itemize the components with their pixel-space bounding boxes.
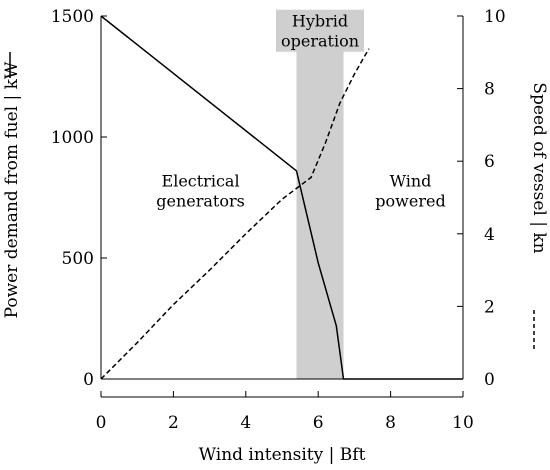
x-tick-label: 6 (313, 413, 324, 433)
y-left-tick-label: 1000 (51, 128, 94, 148)
y-right-tick-label: 10 (484, 7, 506, 27)
annotation-hybrid-line: Hybrid (292, 12, 348, 31)
y-right-tick-label: 8 (484, 80, 495, 100)
annotation-wind-line: Wind (390, 171, 432, 190)
annotation-wind-line: powered (375, 191, 445, 210)
hybrid-operation-region (296, 16, 344, 379)
y-left-axis-title: Power demand from fuel | kW (2, 61, 22, 318)
x-axis-title: Wind intensity | Bft (199, 445, 366, 465)
y-right-tick-label: 4 (484, 225, 495, 245)
y-right-axis-title: Speed of vessel | kn (529, 82, 549, 253)
y-left-tick-label: 0 (83, 370, 94, 390)
annotation-hybrid-line: operation (281, 32, 359, 51)
y-left-tick-label: 500 (62, 249, 94, 269)
x-tick-label: 8 (385, 413, 396, 433)
x-tick-label: 0 (96, 413, 107, 433)
x-tick-label: 10 (452, 413, 474, 433)
y-left-tick-label: 1500 (51, 7, 94, 27)
annotation-electrical-line: Electrical (162, 171, 240, 190)
x-tick-label: 2 (168, 413, 179, 433)
annotation-electrical-line: generators (156, 191, 245, 210)
hybrid-label-box (276, 9, 365, 52)
y-right-tick-label: 6 (484, 152, 495, 172)
x-tick-label: 4 (240, 413, 251, 433)
y-right-tick-label: 0 (484, 370, 495, 390)
hybrid-region-group (296, 16, 344, 379)
axes-group: 0 2 4 6 8 10 0 500 1000 1500 0 2 4 6 8 10 Wind intensity… (2, 7, 549, 465)
y-right-tick-label: 2 (484, 297, 495, 317)
